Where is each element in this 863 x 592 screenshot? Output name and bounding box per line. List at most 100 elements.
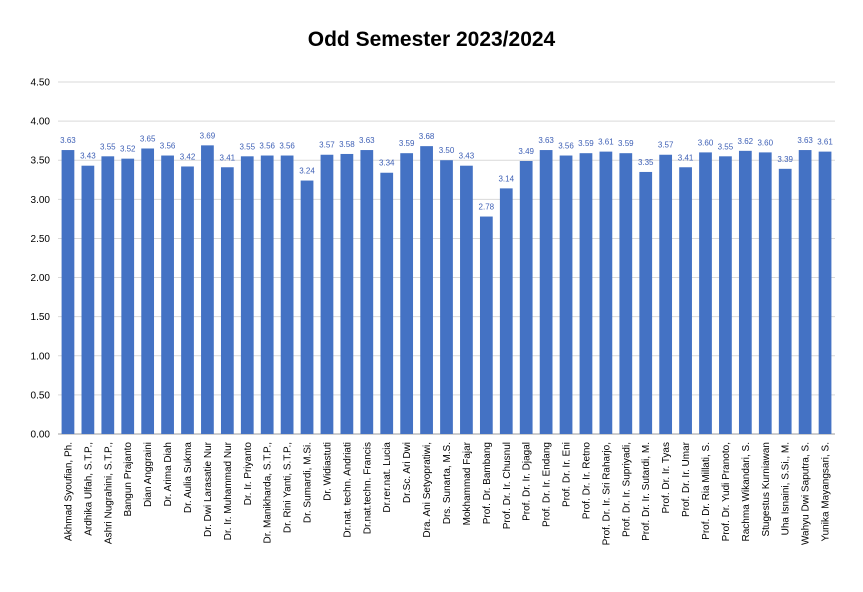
bar xyxy=(320,154,334,434)
bar xyxy=(440,160,453,434)
category-label: Dr. Sumardi, M.Si. xyxy=(303,442,314,523)
category-label: Ashri Nugrahini, S.T.P., xyxy=(103,442,114,544)
category-label: Prof. Dr. Ir. Djagal xyxy=(522,442,533,521)
data-label: 3.35 xyxy=(638,158,654,167)
category-label: Dian Anggraini xyxy=(143,442,154,507)
bar xyxy=(61,150,75,434)
y-tick-label: 4.00 xyxy=(31,117,51,128)
bar xyxy=(659,154,673,434)
bar xyxy=(161,155,174,435)
bar xyxy=(559,155,573,435)
data-label: 2.78 xyxy=(479,203,495,212)
y-tick-label: 3.50 xyxy=(31,156,51,167)
data-label: 3.42 xyxy=(180,152,196,161)
category-label: Prof. Dr. Ir. Chusnul xyxy=(502,442,513,529)
y-axis: 0.00 0.50 1.00 1.50 2.00 2.50 3.00 3.50 4.00 4.50 xyxy=(31,78,51,441)
bar xyxy=(519,161,533,434)
category-label: Dr.nat.techn. Francis xyxy=(362,442,373,534)
data-label: 3.59 xyxy=(618,139,634,148)
bar xyxy=(360,150,374,434)
data-label: 3.34 xyxy=(379,159,395,168)
data-label: 3.63 xyxy=(797,136,813,145)
category-label: Dr. Widiastuti xyxy=(322,442,333,501)
data-label: 3.56 xyxy=(279,142,295,151)
y-tick-label: 0.50 xyxy=(31,390,51,401)
category-label: Prof. Dr. Ir. Endang xyxy=(542,442,553,527)
data-label: 3.58 xyxy=(339,140,355,149)
category-label: Dr. Arima Diah xyxy=(163,442,174,506)
category-label: Akhmad Syoufian, Ph. xyxy=(63,442,74,541)
bar xyxy=(679,167,692,435)
bar xyxy=(778,168,792,434)
category-label: Drs. Sunarta, M.S. xyxy=(442,442,453,524)
data-label: 3.65 xyxy=(140,134,156,143)
bar xyxy=(280,155,294,435)
category-label: Dr. Ir. Muhammad Nur xyxy=(223,441,234,540)
data-label: 3.55 xyxy=(239,142,255,151)
bar xyxy=(220,167,234,435)
bar xyxy=(201,145,214,435)
category-label: Rachma Wikandari, S. xyxy=(741,442,752,541)
bar xyxy=(300,180,314,434)
data-label: 3.39 xyxy=(777,155,793,164)
bar xyxy=(81,165,95,434)
data-label: 3.52 xyxy=(120,145,136,154)
data-label: 3.55 xyxy=(100,142,116,151)
bar xyxy=(639,171,653,434)
y-tick-label: 2.00 xyxy=(31,273,51,284)
bar xyxy=(181,166,194,435)
data-label: 3.56 xyxy=(259,142,275,151)
data-label: 3.56 xyxy=(160,142,176,151)
data-label: 3.68 xyxy=(419,132,435,141)
category-label: Dr. Aulia Sukma xyxy=(183,442,194,514)
category-label: Dr.rer.nat. Lucia xyxy=(382,442,393,513)
category-label: Prof. Dr. Ir. Sri Raharjo, xyxy=(601,442,612,545)
data-label: 3.69 xyxy=(200,131,216,140)
category-label: Prof. Dr. Ir. Supriyadi, xyxy=(621,442,632,537)
bar xyxy=(499,188,513,434)
data-label: 3.63 xyxy=(538,136,554,145)
category-label: Prof. Dr. Ir. Tyas xyxy=(661,442,672,514)
y-tick-label: 4.50 xyxy=(31,78,51,89)
y-tick-label: 0.00 xyxy=(31,430,51,441)
category-label: Dr.nat. techn. Andriati xyxy=(342,442,353,538)
data-label: 3.62 xyxy=(738,137,754,146)
data-label: 3.61 xyxy=(817,138,833,147)
bar xyxy=(719,156,732,435)
data-label: 3.43 xyxy=(80,152,96,161)
x-axis: Akhmad Syoufian, Ph. Ardhika Ulfah, S.T.P… xyxy=(63,441,831,545)
bar xyxy=(758,152,772,434)
category-label: Wahyu Dwi Saputra, S. xyxy=(801,442,812,545)
bar xyxy=(121,158,135,434)
bar xyxy=(101,156,115,435)
data-label: 3.41 xyxy=(220,153,236,162)
bar xyxy=(141,148,155,434)
bar xyxy=(400,153,414,434)
bar xyxy=(340,153,354,434)
bars xyxy=(61,145,832,435)
category-label: Dra. Ani Setyopratiwi, xyxy=(422,442,433,538)
data-label: 3.60 xyxy=(757,138,773,147)
bar xyxy=(420,146,433,435)
y-tick-label: 1.00 xyxy=(31,351,51,362)
category-label: Prof. Dr. Ria Millati, S. xyxy=(701,442,712,540)
category-label: Dr. Manikharda, S.T.P., xyxy=(263,442,274,544)
data-label: 3.24 xyxy=(299,167,315,176)
data-label: 3.41 xyxy=(678,153,694,162)
bar xyxy=(738,150,752,434)
data-label: 3.59 xyxy=(578,139,594,148)
y-tick-label: 2.50 xyxy=(31,234,51,245)
data-label: 3.49 xyxy=(518,147,534,156)
data-label: 3.43 xyxy=(459,152,475,161)
data-label: 3.55 xyxy=(718,142,734,151)
category-label: Uha Isnaini, S.Si., M. xyxy=(781,442,792,535)
bar xyxy=(240,156,254,435)
bar xyxy=(699,152,712,434)
category-label: Prof. Dr. Yudi Pranoto, xyxy=(721,442,732,541)
category-label: Prof. Dr. Bambang xyxy=(482,442,493,524)
bar xyxy=(579,153,593,434)
bar xyxy=(798,150,812,434)
chart-title: Odd Semester 2023/2024 xyxy=(307,28,556,51)
